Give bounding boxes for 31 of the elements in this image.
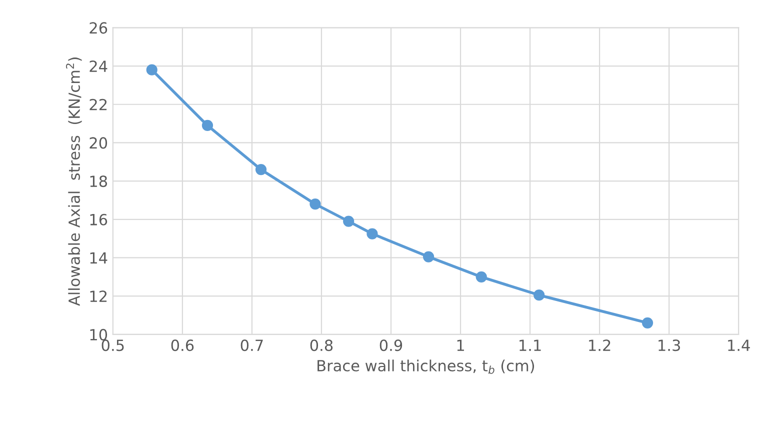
y-tick-label: 18 bbox=[90, 176, 108, 188]
point bbox=[202, 120, 214, 132]
point bbox=[310, 198, 321, 210]
point bbox=[534, 290, 545, 301]
x-tick-label: 1.4 bbox=[728, 340, 750, 351]
point bbox=[343, 216, 354, 227]
point bbox=[146, 64, 158, 76]
y-tick-label: 12 bbox=[90, 290, 107, 302]
y-tick-label: 26 bbox=[90, 22, 108, 34]
point bbox=[476, 271, 487, 282]
y-tick-label: 16 bbox=[90, 214, 108, 226]
y-tick-label: 10 bbox=[90, 328, 108, 340]
x-axis-title: Brace wall thickness, t$_{b}$ (cm) bbox=[318, 360, 534, 374]
point bbox=[366, 228, 378, 240]
x-tick-label: 0.5 bbox=[102, 340, 124, 352]
point bbox=[255, 164, 267, 176]
x-tick-label: 1.3 bbox=[658, 340, 680, 352]
y-tick-label: 14 bbox=[90, 252, 108, 264]
x-tick-label: 0.7 bbox=[240, 340, 263, 352]
y-tick-label: 24 bbox=[90, 60, 108, 72]
x-tick-label: 1.2 bbox=[589, 340, 610, 351]
x-tick-label: 0.6 bbox=[171, 340, 194, 352]
point bbox=[642, 317, 654, 328]
x-tick-label: 0.8 bbox=[310, 340, 333, 352]
y-tick-label: 22 bbox=[90, 98, 107, 110]
y-tick-label: 20 bbox=[90, 137, 108, 149]
point bbox=[422, 251, 434, 262]
y-axis-title: Allowable Axial stress (KN/cm$^{2}$) bbox=[66, 58, 82, 306]
x-tick-label: 1.1 bbox=[520, 340, 541, 351]
x-tick-label: 1 bbox=[457, 340, 464, 351]
x-tick-label: 0.9 bbox=[380, 340, 402, 352]
